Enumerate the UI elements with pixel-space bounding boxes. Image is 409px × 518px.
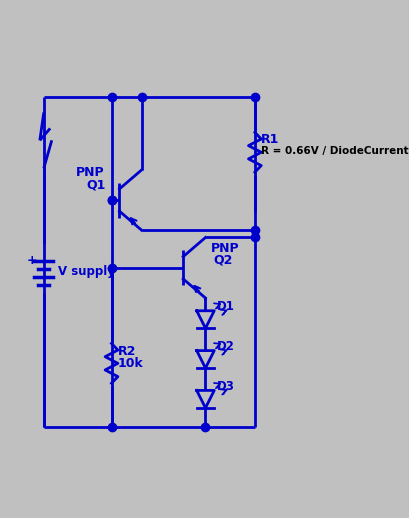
Text: D2: D2 xyxy=(216,340,234,353)
Text: PNP: PNP xyxy=(211,242,239,255)
Text: R = 0.66V / DiodeCurrent: R = 0.66V / DiodeCurrent xyxy=(261,146,408,156)
Text: V supply: V supply xyxy=(58,265,115,278)
Text: PNP: PNP xyxy=(76,166,104,179)
Text: Q1: Q1 xyxy=(86,178,105,191)
Text: R1: R1 xyxy=(261,133,279,146)
Text: D3: D3 xyxy=(216,380,234,393)
Text: 10k: 10k xyxy=(117,357,143,370)
Text: R2: R2 xyxy=(117,346,136,358)
Text: D1: D1 xyxy=(216,300,234,313)
Text: +: + xyxy=(26,254,37,267)
Text: Q2: Q2 xyxy=(213,254,232,267)
